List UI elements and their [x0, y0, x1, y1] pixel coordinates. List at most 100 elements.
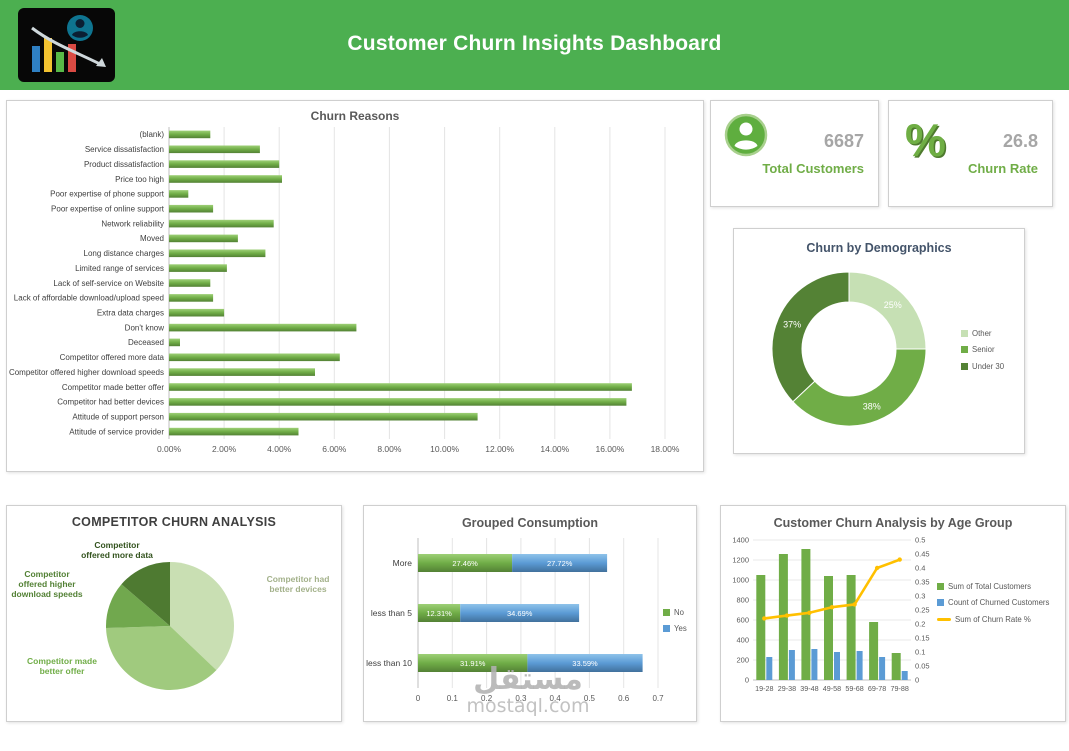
demographics-legend: Other Senior Under 30 — [961, 329, 1004, 378]
x-tick-label: 0.3 — [515, 694, 527, 703]
legend-line-marker — [937, 617, 951, 621]
logo-bar-green — [56, 52, 64, 72]
bar — [169, 398, 627, 406]
churn-reasons-chart: 0.00% 2.00% 4.00% 6.00% 8.00% 10.00% 12.00% 14.… — [9, 127, 680, 454]
bar — [169, 160, 280, 168]
stacked-bar-segment — [512, 554, 608, 572]
demographics-title: Churn by Demographics — [806, 241, 952, 255]
y-left-tick-label: 200 — [736, 656, 749, 665]
x-tick-label: 6.00% — [322, 444, 347, 454]
donut-slice — [771, 271, 850, 403]
category-label: Competitor had better devices — [57, 398, 164, 407]
stacked-bar-segment — [418, 554, 513, 572]
churned-customers-bar — [834, 652, 840, 680]
y-right-tick-label: 0.05 — [915, 662, 930, 671]
percent-icon: % — [905, 114, 946, 166]
bar — [169, 353, 340, 362]
category-label: Deceased — [128, 338, 164, 347]
legend-swatch — [663, 609, 670, 616]
bar — [169, 130, 211, 139]
line-marker — [897, 557, 902, 562]
donut-slice — [792, 348, 927, 427]
age-group-chart: 0 200 400 600 800 1000 1200 1400 0 0.05 0.1 0.15 0.2… — [732, 536, 930, 694]
slice-percent-label: 25% — [884, 300, 902, 310]
category-label: Product dissatisfaction — [84, 160, 164, 169]
bar — [169, 338, 180, 347]
category-label: Competitor offered more data — [60, 353, 165, 362]
pie-slice-label: Competitor had better devices — [266, 573, 330, 594]
y-left-tick-label: 800 — [736, 596, 749, 605]
y-right-tick-label: 0.2 — [915, 620, 925, 629]
bar — [169, 279, 211, 287]
churned-customers-bar — [901, 671, 908, 680]
total-customers-bar — [756, 575, 766, 680]
y-right-tick-label: 0.15 — [915, 634, 930, 643]
x-tick-label: 0.00% — [157, 444, 182, 454]
x-tick-label: 0 — [416, 694, 421, 703]
category-label: 29-38 — [778, 684, 796, 693]
kpi-churn-rate-card: % 26.8 Churn Rate — [888, 100, 1053, 207]
grouped-consumption-panel: Grouped Consumption 0 0.1 0.2 0.3 0.4 0.5 0.6 0… — [363, 505, 697, 722]
pie-slice-label: Competitor offered higher download speed… — [11, 568, 83, 600]
legend-item: Yes — [663, 624, 687, 633]
bar — [169, 234, 238, 243]
category-label: 59-68 — [845, 684, 863, 693]
x-tick-label: 14.00% — [540, 444, 569, 454]
y-right-tick-label: 0.25 — [915, 606, 930, 615]
legend-swatch — [937, 599, 944, 607]
x-tick-label: 12.00% — [485, 444, 514, 454]
logo-bar-blue — [32, 46, 40, 72]
segment-value-label: 27.72% — [547, 559, 573, 568]
bar — [169, 383, 632, 391]
y-left-tick-label: 1400 — [732, 536, 749, 545]
dashboard-title: Customer Churn Insights Dashboard — [347, 32, 722, 55]
pie-slice — [170, 562, 234, 671]
category-label: Poor expertise of phone support — [50, 190, 165, 199]
legend-label: Other — [972, 329, 992, 338]
legend-label: Sum of Churn Rate % — [955, 614, 1031, 624]
x-tick-label: 4.00% — [267, 444, 292, 454]
category-label: Competitor offered higher download speed… — [9, 368, 164, 377]
legend-swatch — [961, 362, 968, 370]
logo-bar-yellow — [44, 38, 52, 72]
x-tick-label: 0.7 — [652, 694, 664, 703]
line-marker — [874, 565, 880, 571]
competitor-pie-area: Competitor had better devices Competitor … — [7, 528, 341, 720]
analytics-logo-icon — [18, 8, 115, 82]
bar — [169, 145, 260, 154]
y-left-tick-label: 1200 — [732, 556, 749, 565]
category-label: 69-78 — [868, 684, 886, 693]
stacked-bar-segment — [418, 654, 528, 672]
legend-label: No — [674, 608, 684, 617]
bar — [169, 219, 274, 228]
legend-item: Senior — [961, 345, 1004, 354]
category-label: (blank) — [140, 130, 165, 139]
segment-value-label: 34.69% — [507, 609, 533, 618]
bar — [169, 204, 214, 213]
x-tick-label: 0.6 — [618, 694, 630, 703]
churned-customers-bar — [766, 657, 773, 680]
category-label: Long distance charges — [84, 249, 165, 258]
churned-customers-bar — [788, 650, 795, 680]
segment-value-label: 33.59% — [572, 659, 598, 668]
legend-swatch — [937, 583, 944, 590]
category-label: Competitor made better offer — [62, 383, 164, 392]
customers-icon — [724, 113, 768, 162]
pie-slice — [121, 562, 170, 626]
consumption-legend: No Yes — [663, 608, 687, 641]
consumption-chart-area: 0 0.1 0.2 0.3 0.4 0.5 0.6 0.7 More 27.46% 27.72% le… — [364, 532, 668, 709]
competitor-pie — [105, 562, 234, 691]
x-tick-label: 8.00% — [377, 444, 402, 454]
category-label: Network reliability — [101, 219, 164, 228]
x-tick-label: 18.00% — [651, 444, 680, 454]
demographics-donut: 25% 38% 37% — [771, 271, 927, 427]
slice-percent-label: 37% — [783, 319, 801, 329]
competitor-churn-title: COMPETITOR CHURN ANALYSIS — [71, 515, 277, 529]
category-label: Lack of affordable download/upload speed — [14, 294, 164, 303]
legend-label: Count of Churned Customers — [948, 598, 1050, 608]
bar — [169, 412, 478, 421]
bar — [169, 264, 227, 272]
category-label: Price too high — [115, 175, 164, 184]
category-label: Extra data charges — [97, 309, 164, 318]
segment-value-label: 27.46% — [452, 559, 478, 568]
